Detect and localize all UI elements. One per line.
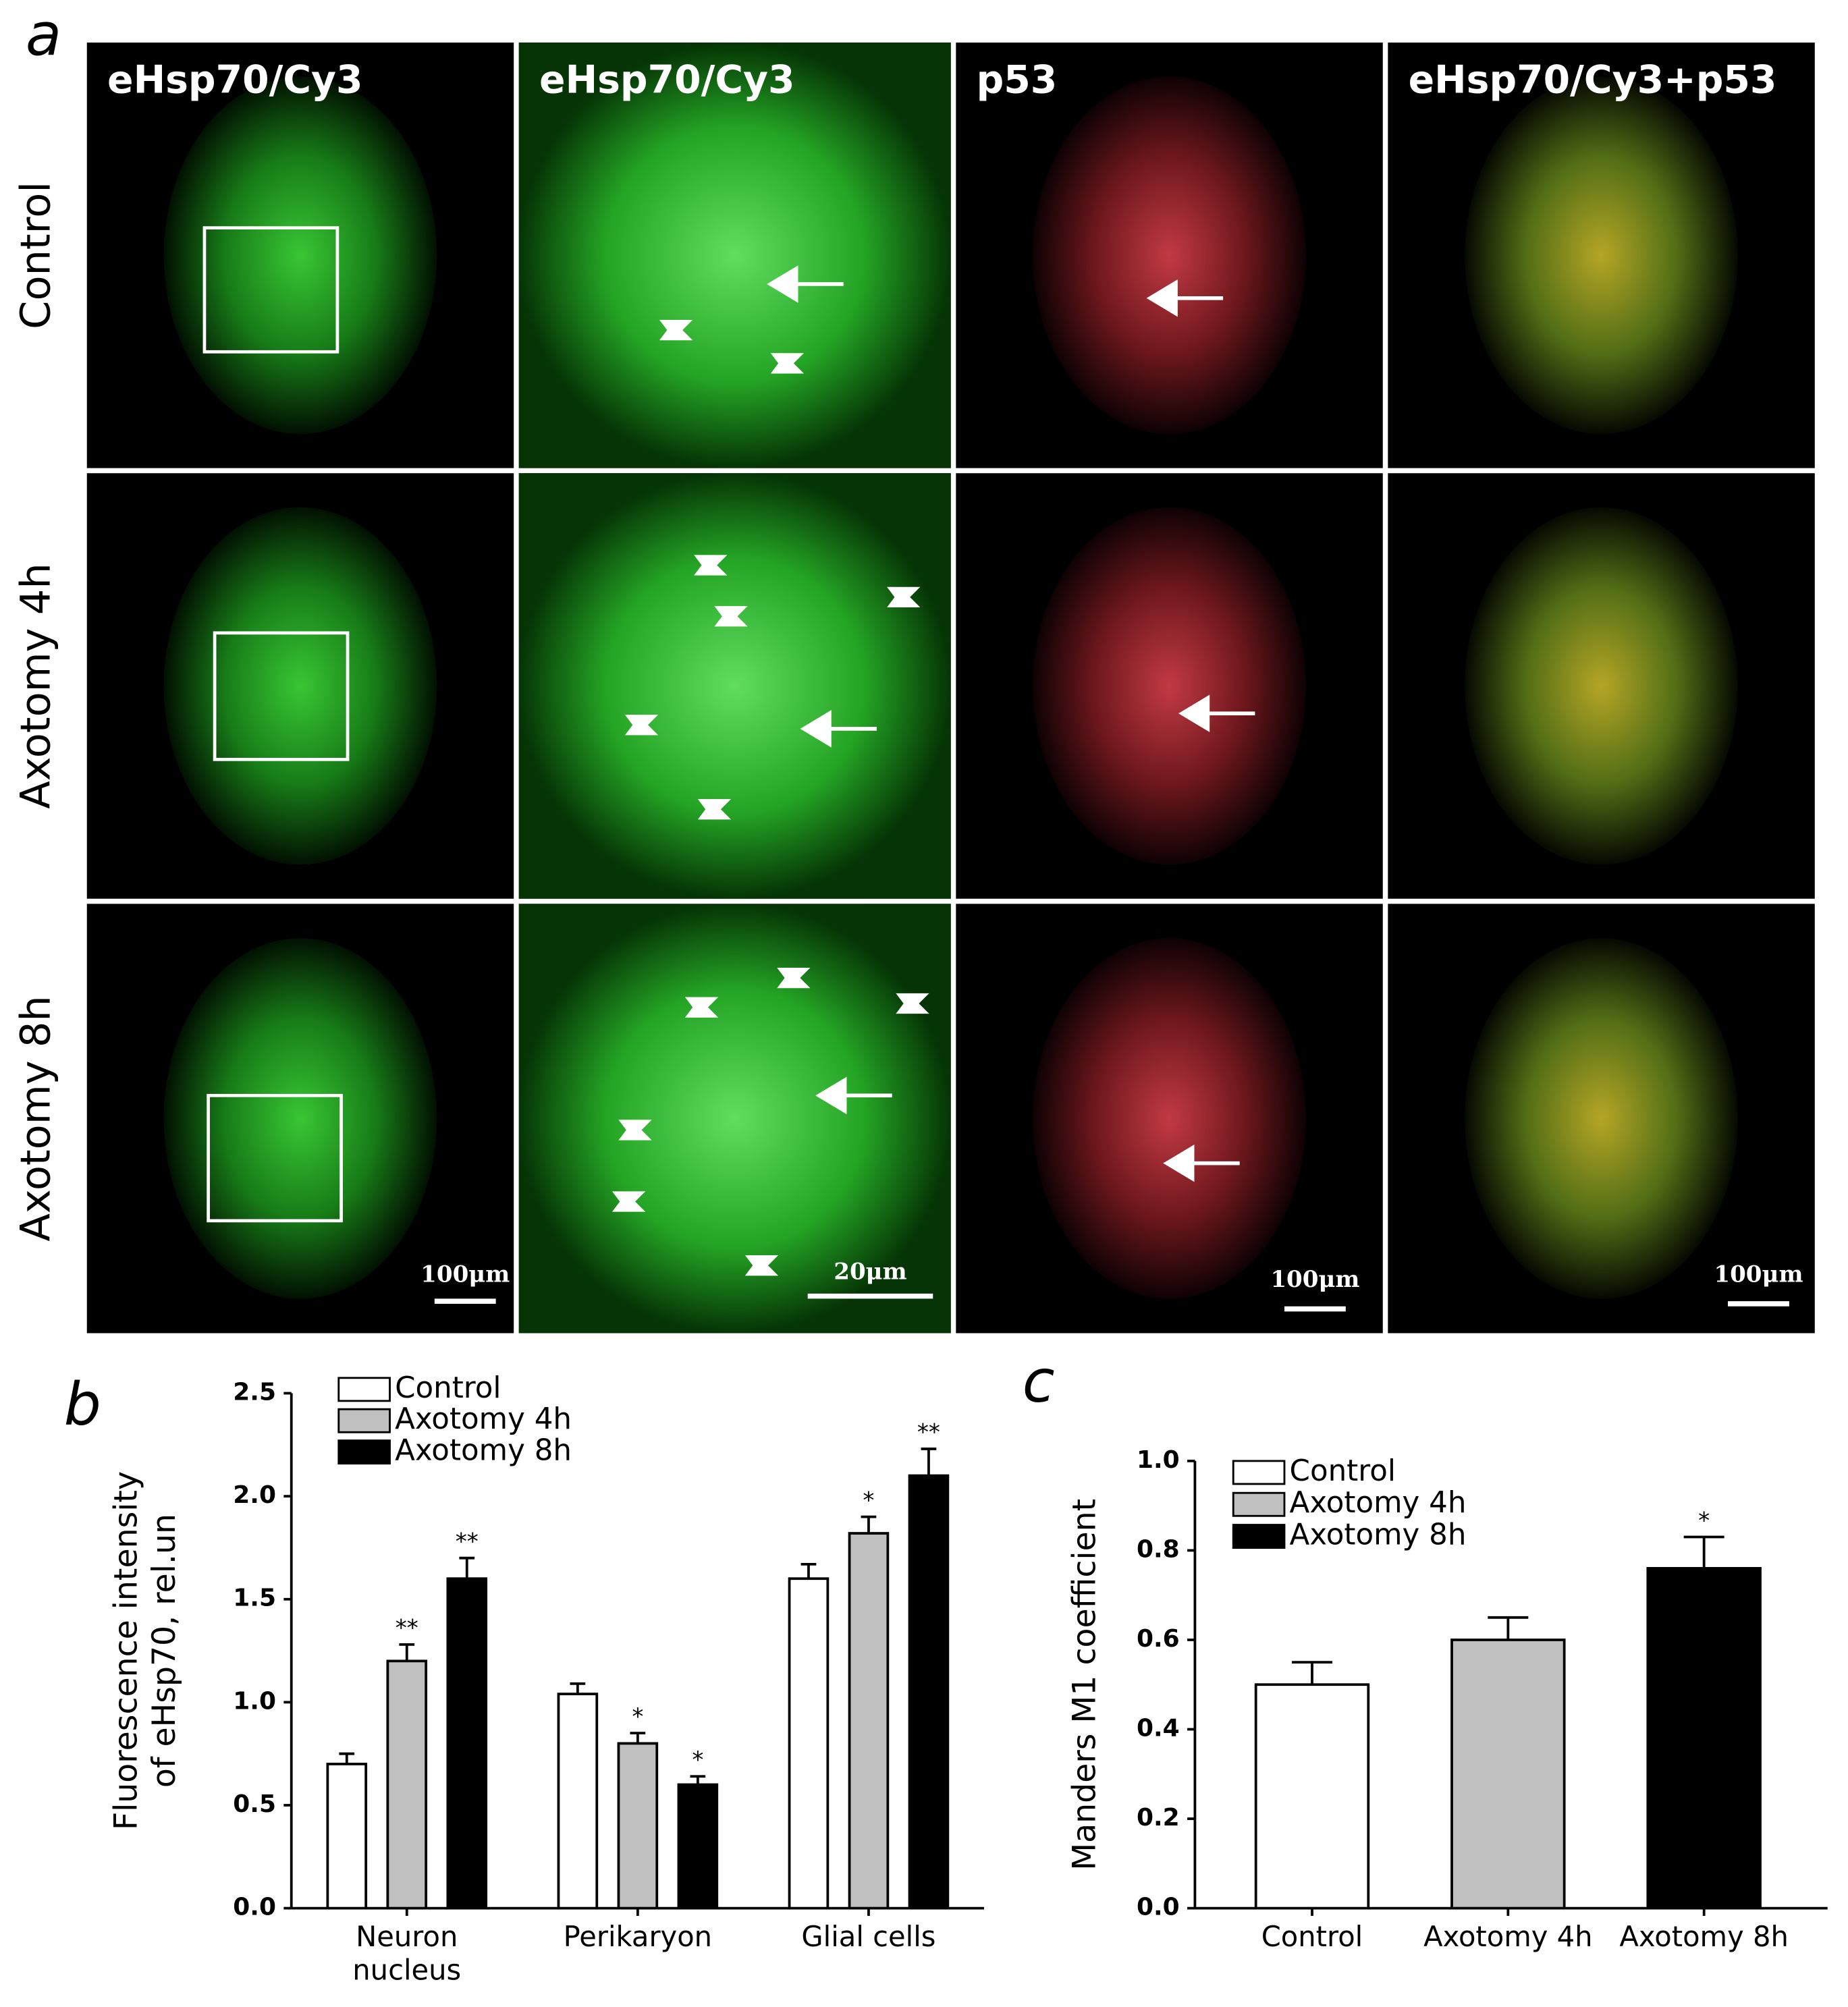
bar xyxy=(557,1693,599,1910)
y-tick-label: 0.0 xyxy=(233,1894,276,1921)
y-tick-label: 0.4 xyxy=(1137,1715,1180,1742)
bar xyxy=(326,1763,368,1910)
panel-letter: a xyxy=(26,0,61,69)
micrograph-signal xyxy=(163,76,437,435)
legend-swatch xyxy=(337,1439,391,1465)
y-tick-label: 1.0 xyxy=(1137,1446,1180,1474)
significance-mark: ** xyxy=(396,1615,418,1642)
row-label: Control xyxy=(12,182,59,329)
error-bar xyxy=(1292,1661,1332,1685)
error-bar xyxy=(459,1556,475,1579)
bar xyxy=(1450,1639,1566,1910)
y-tick-label: 1.5 xyxy=(233,1585,276,1612)
column-header: eHsp70/Cy3+p53 xyxy=(1409,57,1777,102)
scale-bar-label: 100μm xyxy=(1270,1266,1359,1293)
legend-label: Control xyxy=(395,1371,501,1405)
y-tick-label: 0.6 xyxy=(1137,1625,1180,1653)
y-tick-label: 0.8 xyxy=(1137,1535,1180,1563)
bar xyxy=(908,1474,950,1910)
column-header: eHsp70/Cy3 xyxy=(539,57,795,102)
micrograph-signal xyxy=(1465,76,1738,435)
x-tick-label: Axotomy 4h xyxy=(1423,1920,1592,1953)
x-tick-label: Perikaryon xyxy=(564,1920,712,1953)
micrograph-signal xyxy=(163,938,437,1299)
significance-mark: * xyxy=(1698,1507,1710,1534)
x-tick-label: Glial cells xyxy=(801,1920,935,1953)
bar xyxy=(386,1659,428,1910)
micrograph-signal xyxy=(1465,938,1738,1299)
error-bar xyxy=(1488,1616,1529,1640)
bar xyxy=(617,1742,659,1910)
micrograph-signal xyxy=(518,43,951,468)
bar xyxy=(848,1532,890,1910)
zoom-boxes xyxy=(202,226,350,1223)
micrograph-signal xyxy=(518,473,951,899)
legend-label: Axotomy 4h xyxy=(395,1402,572,1436)
micrograph-signal xyxy=(1465,507,1738,865)
column-header: p53 xyxy=(977,57,1058,102)
significance-mark: ** xyxy=(456,1528,479,1555)
row-label: Axotomy 8h xyxy=(12,995,59,1241)
significance-mark: * xyxy=(632,1703,643,1730)
y-tick-label: 2.5 xyxy=(233,1379,276,1406)
y-tick-label: 0.2 xyxy=(1137,1804,1180,1832)
x-tick-label: Control xyxy=(1261,1920,1363,1953)
legend-swatch xyxy=(1232,1460,1286,1485)
y-tick-label: 1.0 xyxy=(233,1687,276,1715)
error-bar xyxy=(1683,1535,1724,1568)
bar xyxy=(446,1577,488,1910)
scale-bar-label: 20μm xyxy=(834,1259,906,1286)
error-bar xyxy=(690,1775,706,1785)
error-bar xyxy=(861,1515,877,1534)
error-bar xyxy=(399,1643,415,1661)
bar xyxy=(1646,1567,1762,1910)
legend-swatch xyxy=(337,1408,391,1433)
significance-mark: * xyxy=(692,1747,703,1774)
legend-label: Axotomy 8h xyxy=(1290,1518,1467,1552)
x-tick-label: Neuron nucleus xyxy=(352,1920,461,1986)
y-tick-label: 0.5 xyxy=(233,1790,276,1818)
significance-mark: ** xyxy=(917,1419,940,1446)
micrograph-signal xyxy=(163,507,437,865)
scale-bar-label: 100μm xyxy=(420,1261,510,1288)
micrograph-signal xyxy=(1033,507,1306,865)
error-bar xyxy=(570,1682,586,1695)
significance-mark: * xyxy=(863,1487,874,1514)
legend-label: Axotomy 8h xyxy=(395,1434,572,1468)
column-header: eHsp70/Cy3 xyxy=(107,57,363,102)
scale-bar-lines xyxy=(434,1293,1789,1312)
bar xyxy=(677,1783,719,1910)
error-bar xyxy=(339,1752,355,1764)
x-tick-label: Axotomy 8h xyxy=(1619,1920,1788,1953)
bar xyxy=(1254,1683,1370,1910)
y-tick-label: 0.0 xyxy=(1137,1894,1180,1921)
legend-label: Axotomy 4h xyxy=(1290,1486,1467,1520)
legend-label: Control xyxy=(1290,1454,1396,1488)
error-bar xyxy=(800,1562,817,1579)
y-tick-label: 2.0 xyxy=(233,1481,276,1509)
y-axis-label: Fluorescence intensityof eHsp70, rel.un xyxy=(107,1471,183,1830)
arrows xyxy=(589,265,1255,1276)
row-label: Axotomy 4h xyxy=(12,563,59,808)
scale-bar-label: 100μm xyxy=(1714,1261,1803,1288)
error-bar xyxy=(921,1448,937,1476)
legend-swatch xyxy=(1232,1491,1286,1517)
panel-letter: b xyxy=(64,1370,101,1439)
image-grid: eHsp70/Cy3 eHsp70/Cy3 p53 eHsp70/Cy3+p53 Con… xyxy=(12,43,1815,1334)
panel-letter: c xyxy=(1023,1347,1055,1416)
charts: b 0.0 0.5 1.0 1.5 2.0 2.5 Fluorescence intensit… xyxy=(64,1347,1828,1986)
micrograph-signal xyxy=(518,904,951,1334)
legend-swatch xyxy=(1232,1524,1286,1549)
micrograph-signal xyxy=(1033,76,1306,435)
bar xyxy=(788,1577,830,1910)
legend-swatch xyxy=(337,1377,391,1402)
error-bar xyxy=(630,1732,646,1744)
micrograph-signal xyxy=(1033,938,1306,1299)
y-axis-label: Manders M1 coefficient xyxy=(1066,1499,1103,1871)
